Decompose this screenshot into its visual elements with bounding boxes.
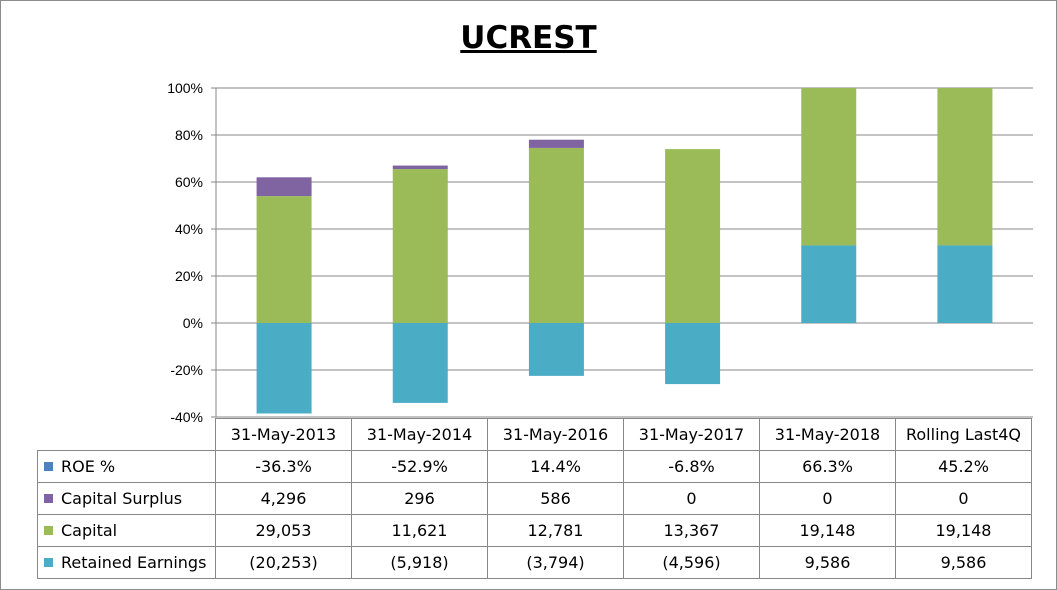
table-cell: 66.3% [759,450,896,483]
chart-title: UCREST [460,20,597,56]
table-row-capital-surplus: Capital Surplus 4,296 296 586 0 0 0 [37,482,1032,515]
table-cell: -6.8% [623,450,760,483]
row-label-text: Retained Earnings [61,553,207,572]
bar-retained-earnings [392,323,448,403]
table-cell: (3,794) [487,546,624,579]
y-tick-label: 100% [167,80,203,96]
table-cell: 45.2% [895,450,1032,483]
bar-capital [801,88,857,246]
table-cell: 14.4% [487,450,624,483]
table-cell: -36.3% [215,450,352,483]
table-row-roe: ROE % -36.3% -52.9% 14.4% -6.8% 66.3% 45… [37,450,1032,483]
data-table: 31-May-2013 31-May-2014 31-May-2016 31-M… [37,418,1032,579]
legend-key-capital-surplus [44,494,53,503]
bar-retained-earnings [937,245,993,323]
y-tick-label: 80% [175,127,203,143]
bar-retained-earnings [665,323,721,385]
y-tick-label: -20% [170,362,203,378]
table-cell: 0 [623,482,760,515]
row-label-text: ROE % [61,457,116,476]
row-label-text: Capital Surplus [61,489,183,508]
table-row-capital: Capital 29,053 11,621 12,781 13,367 19,1… [37,514,1032,547]
table-cell: 4,296 [215,482,352,515]
table-cell: -52.9% [351,450,488,483]
table-cell: 9,586 [895,546,1032,579]
table-cell: 586 [487,482,624,515]
table-cell: 11,621 [351,514,488,547]
row-label: Retained Earnings [37,546,216,579]
table-cell: 12,781 [487,514,624,547]
table-cell: 0 [759,482,896,515]
table-cell: (20,253) [215,546,352,579]
bar-capital [665,149,721,323]
legend-key-roe [44,462,53,471]
table-header-cell: 31-May-2013 [215,418,352,451]
bar-capital-surplus [528,139,584,148]
table-cell: 9,586 [759,546,896,579]
row-label: ROE % [37,450,216,483]
bar-capital [256,196,312,323]
table-cell: (4,596) [623,546,760,579]
legend-key-capital [44,526,53,535]
row-label-text: Capital [61,521,118,540]
table-header-cell: 31-May-2017 [623,418,760,451]
row-label: Capital [37,514,216,547]
bar-capital [392,169,448,323]
y-tick-label: 0% [183,315,203,331]
table-header-cell: 31-May-2014 [351,418,488,451]
table-row-retained-earnings: Retained Earnings (20,253) (5,918) (3,79… [37,546,1032,579]
table-corner [37,418,216,451]
bar-capital [528,147,584,323]
bar-capital [937,88,993,246]
y-tick-label: 20% [175,268,203,284]
bar-retained-earnings [256,323,312,414]
bar-retained-earnings [801,245,857,323]
table-header-cell: 31-May-2018 [759,418,896,451]
legend-key-retained-earnings [44,558,53,567]
table-cell: 13,367 [623,514,760,547]
bar-retained-earnings [528,323,584,376]
y-tick-label: 40% [175,221,203,237]
table-header-cell: Rolling Last4Q [895,418,1032,451]
bar-capital-surplus [392,165,448,170]
table-cell: (5,918) [351,546,488,579]
table-cell: 19,148 [759,514,896,547]
table-cell: 19,148 [895,514,1032,547]
y-tick-label: 60% [175,174,203,190]
table-cell: 296 [351,482,488,515]
table-header-row: 31-May-2013 31-May-2014 31-May-2016 31-M… [37,418,1032,451]
bar-capital-surplus [256,177,312,197]
table-cell: 0 [895,482,1032,515]
row-label: Capital Surplus [37,482,216,515]
table-cell: 29,053 [215,514,352,547]
table-header-cell: 31-May-2016 [487,418,624,451]
